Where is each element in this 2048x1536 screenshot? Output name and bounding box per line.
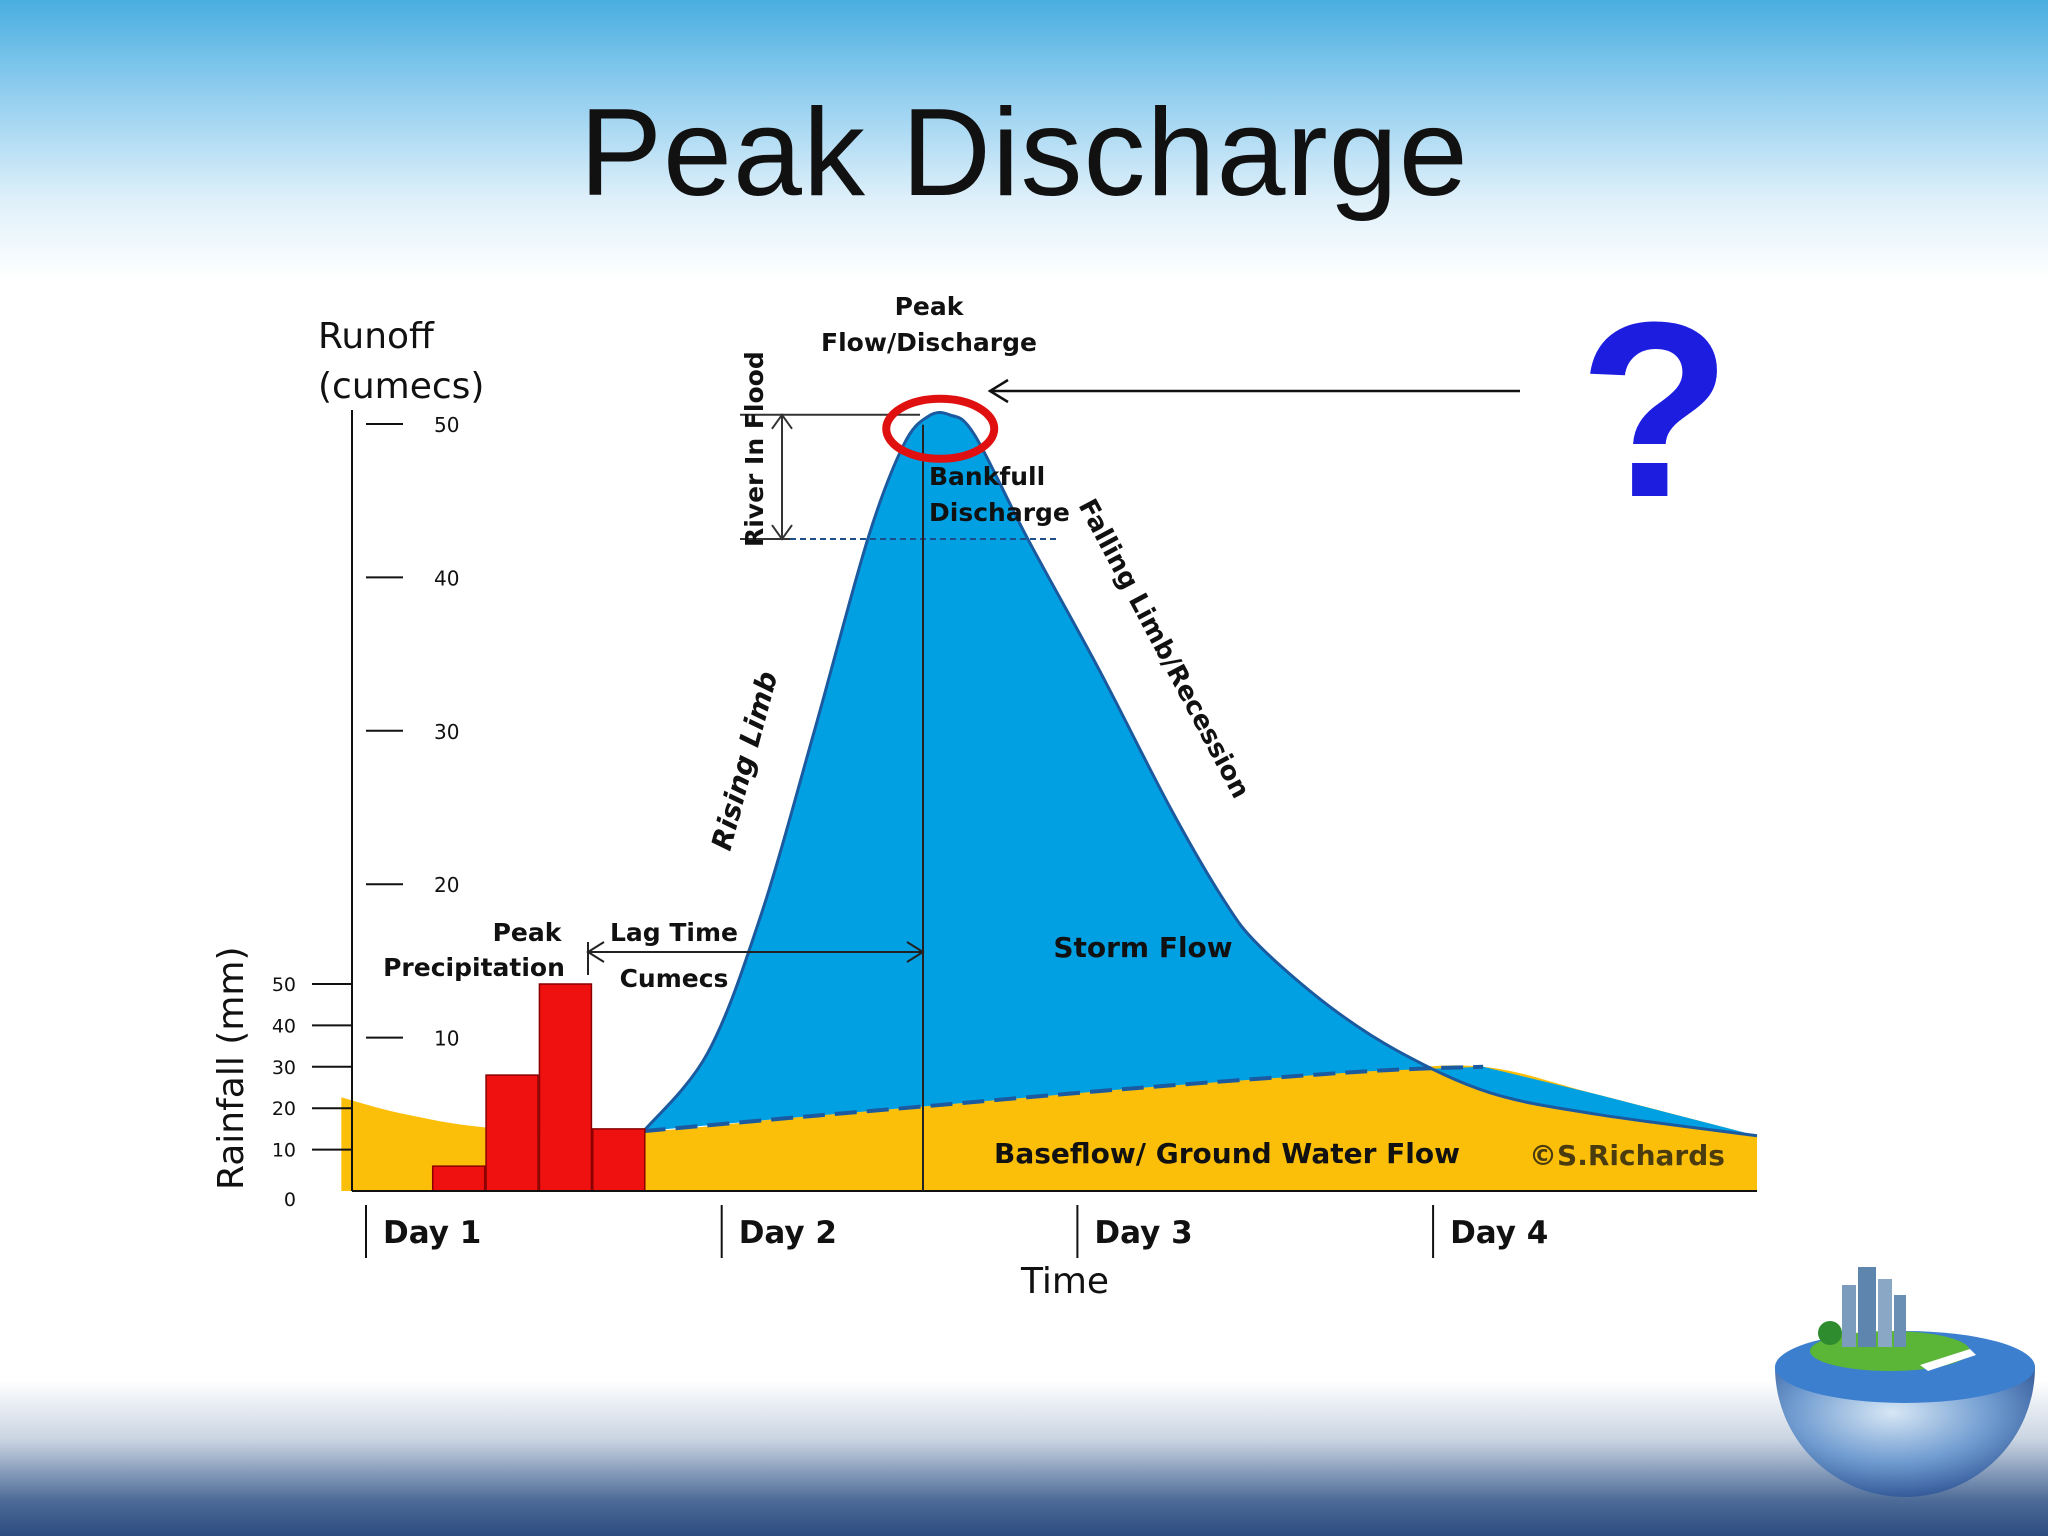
day-tick-label: Day 1 xyxy=(383,1215,481,1251)
bankfull-label-2: Discharge xyxy=(929,498,1070,527)
lag-arrow-head-right xyxy=(906,941,925,963)
runoff-tick-label: 10 xyxy=(434,1027,459,1051)
river-in-flood-label: River In Flood xyxy=(740,351,769,547)
rainfall-bar xyxy=(431,1165,486,1192)
rainfall-tick-label: 10 xyxy=(272,1140,296,1162)
globe-half xyxy=(1775,1367,2035,1497)
hydrograph-line xyxy=(642,410,1758,1138)
tower-2 xyxy=(1858,1267,1876,1347)
rainfall-tick-label: 20 xyxy=(272,1098,296,1120)
bankfull-label-1: Bankfull xyxy=(929,462,1045,491)
tower-1 xyxy=(1842,1285,1856,1347)
runoff-tick-label: 40 xyxy=(434,566,459,590)
peak-flow-label-2: Flow/Discharge xyxy=(821,328,1037,357)
pointer-arrow-head xyxy=(987,378,1009,404)
cumecs-label: Cumecs xyxy=(620,964,729,993)
rainfall-bar xyxy=(592,1128,646,1192)
question-mark: ? xyxy=(1578,270,1732,549)
day-ticks: Day 1 Day 2 Day 3 Day 4 xyxy=(365,1205,1548,1258)
runoff-tick-label: 50 xyxy=(434,413,459,437)
globe-city-logo xyxy=(1775,1267,2035,1497)
runoff-ticks: 10 20 30 40 50 xyxy=(366,413,459,1051)
rainfall-tick-label: 40 xyxy=(272,1015,296,1037)
rainfall-bar xyxy=(538,983,593,1192)
slide-title: Peak Discharge xyxy=(579,84,1469,222)
runoff-axis-label-2: (cumecs) xyxy=(318,366,484,407)
peak-flow-label-1: Peak xyxy=(895,292,965,321)
time-axis-label: Time xyxy=(1020,1261,1109,1302)
day-tick-label: Day 2 xyxy=(739,1215,837,1251)
peak-precip-label-2: Precipitation xyxy=(383,953,565,982)
baseflow-area xyxy=(341,1065,1757,1191)
runoff-tick-label: 30 xyxy=(434,720,459,744)
storm-flow-label: Storm Flow xyxy=(1053,931,1232,964)
tree xyxy=(1818,1321,1842,1345)
tower-3 xyxy=(1878,1279,1892,1347)
rainfall-tick-label: 30 xyxy=(272,1057,296,1079)
day-tick-label: Day 3 xyxy=(1094,1215,1192,1251)
rainfall-ticks: 0 10 20 30 40 50 xyxy=(272,974,352,1211)
peak-highlight-circle xyxy=(882,394,999,463)
runoff-tick-label: 20 xyxy=(434,873,459,897)
rainfall-bar xyxy=(485,1074,539,1192)
watermark-label: ©S.Richards xyxy=(1529,1139,1725,1172)
lag-time-label: Lag Time xyxy=(610,918,738,947)
rainfall-tick-label: 0 xyxy=(284,1189,296,1211)
baseflow-dashed-line xyxy=(643,1064,1484,1134)
flood-arrow-head-bottom xyxy=(771,524,793,541)
day-tick-label: Day 4 xyxy=(1450,1215,1548,1251)
baseflow-label: Baseflow/ Ground Water Flow xyxy=(994,1137,1460,1170)
ship xyxy=(1920,1349,1976,1371)
rainfall-axis-label: Rainfall (mm) xyxy=(211,946,252,1190)
flood-arrow-head-top xyxy=(771,413,793,430)
rainfall-tick-label: 50 xyxy=(272,974,296,996)
tower-4 xyxy=(1894,1295,1906,1347)
runoff-axis-label-1: Runoff xyxy=(318,316,435,357)
peak-precip-label-1: Peak xyxy=(493,918,563,947)
